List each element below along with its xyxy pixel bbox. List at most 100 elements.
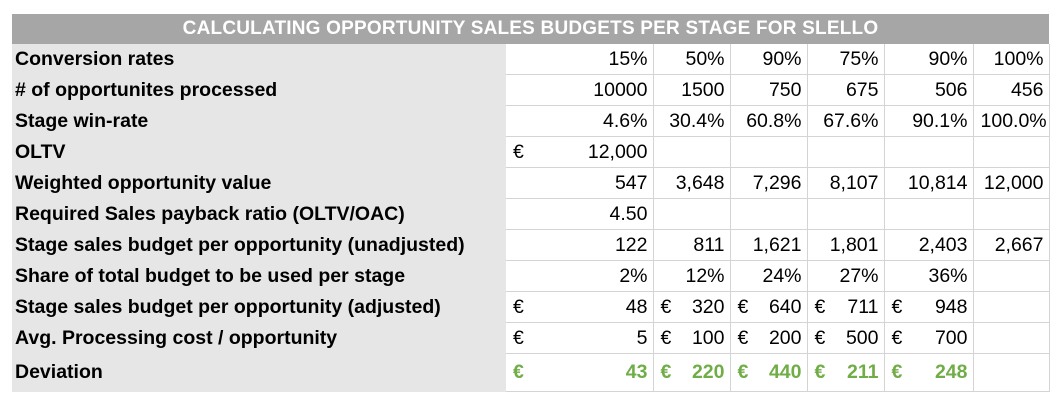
cell-value: 320 [691, 295, 725, 318]
value-cell[interactable] [884, 136, 974, 168]
value-cell[interactable]: 1,621 [730, 229, 808, 261]
cell-value: 5 [636, 326, 648, 349]
value-cell[interactable]: 100.0% [973, 105, 1050, 137]
cell-value: 4.6% [603, 109, 648, 132]
value-cell[interactable]: €320 [653, 291, 731, 323]
value-cell[interactable]: €5 [506, 322, 654, 354]
cell-value: 100 [691, 326, 725, 349]
value-cell[interactable]: 8,107 [807, 167, 885, 199]
cell-value: 10,814 [907, 171, 968, 194]
value-cell[interactable]: 60.8% [730, 105, 808, 137]
value-cell[interactable] [973, 291, 1050, 323]
value-cell[interactable]: 675 [807, 74, 885, 106]
value-cell[interactable]: 100% [973, 44, 1050, 75]
row-label[interactable]: Stage sales budget per opportunity (adju… [12, 291, 506, 323]
cell-value: 43 [625, 361, 648, 383]
value-cell[interactable]: 1,801 [807, 229, 885, 261]
row-label[interactable]: Share of total budget to be used per sta… [12, 260, 506, 292]
row-label[interactable]: Stage sales budget per opportunity (unad… [12, 229, 506, 261]
row-label[interactable]: Conversion rates [12, 44, 506, 75]
currency-symbol: € [737, 361, 749, 383]
value-cell[interactable]: 75% [807, 44, 885, 75]
value-cell[interactable]: 2% [506, 260, 654, 292]
currency-symbol: € [891, 326, 903, 349]
row-label[interactable]: Avg. Processing cost / opportunity [12, 322, 506, 354]
value-cell[interactable] [730, 198, 808, 230]
value-cell[interactable]: €948 [884, 291, 974, 323]
cell-value: 27% [839, 264, 879, 287]
value-cell[interactable]: 506 [884, 74, 974, 106]
row-label[interactable]: # of opportunites processed [12, 74, 506, 106]
value-cell[interactable]: €220 [653, 353, 731, 392]
cell-value: 700 [934, 326, 968, 349]
value-cell[interactable]: €500 [807, 322, 885, 354]
cell-value: 12% [685, 264, 725, 287]
table-row: Required Sales payback ratio (OLTV/OAC) 4… [12, 198, 1050, 230]
currency-symbol: € [737, 295, 749, 318]
value-cell[interactable]: 30.4% [653, 105, 731, 137]
value-cell[interactable]: 122 [506, 229, 654, 261]
value-cell[interactable]: 27% [807, 260, 885, 292]
value-cell[interactable]: 4.6% [506, 105, 654, 137]
row-label[interactable]: Stage win-rate [12, 105, 506, 137]
cell-value: 811 [693, 233, 725, 256]
value-cell[interactable] [807, 198, 885, 230]
value-cell[interactable] [884, 198, 974, 230]
value-cell[interactable]: 90.1% [884, 105, 974, 137]
value-cell[interactable]: 7,296 [730, 167, 808, 199]
value-cell[interactable]: 2,667 [973, 229, 1050, 261]
row-label[interactable]: OLTV [12, 136, 506, 168]
cell-value: 10000 [593, 78, 648, 101]
currency-symbol: € [737, 326, 749, 349]
value-cell[interactable]: €211 [807, 353, 885, 392]
value-cell[interactable]: €711 [807, 291, 885, 323]
value-cell[interactable]: €440 [730, 353, 808, 392]
cell-value: 4.50 [609, 202, 648, 225]
value-cell[interactable] [653, 136, 731, 168]
value-cell[interactable]: 3,648 [653, 167, 731, 199]
currency-symbol: € [660, 295, 672, 318]
value-cell[interactable]: €248 [884, 353, 974, 392]
value-cell[interactable]: 811 [653, 229, 731, 261]
value-cell[interactable]: €100 [653, 322, 731, 354]
value-cell[interactable]: 90% [884, 44, 974, 75]
value-cell[interactable] [653, 198, 731, 230]
value-cell[interactable] [973, 260, 1050, 292]
cell-value: 1500 [681, 78, 725, 101]
value-cell[interactable]: 12% [653, 260, 731, 292]
row-label[interactable]: Required Sales payback ratio (OLTV/OAC) [12, 198, 506, 230]
table-row: OLTV €12,000 [12, 136, 1050, 168]
value-cell[interactable]: 50% [653, 44, 731, 75]
value-cell[interactable] [973, 136, 1050, 168]
value-cell[interactable]: 750 [730, 74, 808, 106]
value-cell[interactable]: 1500 [653, 74, 731, 106]
value-cell[interactable]: 12,000 [973, 167, 1050, 199]
row-label[interactable]: Weighted opportunity value [12, 167, 506, 199]
value-cell[interactable]: €640 [730, 291, 808, 323]
value-cell[interactable] [973, 353, 1050, 392]
row-label[interactable]: Deviation [12, 353, 506, 392]
cell-value: 90% [762, 47, 802, 70]
value-cell[interactable]: 36% [884, 260, 974, 292]
value-cell[interactable]: €48 [506, 291, 654, 323]
value-cell[interactable]: 456 [973, 74, 1050, 106]
value-cell[interactable]: €200 [730, 322, 808, 354]
cell-value: 711 [847, 295, 879, 318]
value-cell[interactable]: €43 [506, 353, 654, 392]
value-cell[interactable]: €700 [884, 322, 974, 354]
value-cell[interactable]: 24% [730, 260, 808, 292]
value-cell[interactable] [973, 322, 1050, 354]
value-cell[interactable]: 10000 [506, 74, 654, 106]
value-cell[interactable]: 90% [730, 44, 808, 75]
value-cell[interactable]: 15% [506, 44, 654, 75]
value-cell[interactable]: 4.50 [506, 198, 654, 230]
value-cell[interactable] [973, 198, 1050, 230]
value-cell[interactable]: 67.6% [807, 105, 885, 137]
value-cell[interactable]: 547 [506, 167, 654, 199]
value-cell[interactable]: 10,814 [884, 167, 974, 199]
value-cell[interactable]: 2,403 [884, 229, 974, 261]
value-cell[interactable] [730, 136, 808, 168]
value-cell[interactable] [807, 136, 885, 168]
value-cell[interactable]: €12,000 [506, 136, 654, 168]
currency-symbol: € [891, 361, 903, 383]
